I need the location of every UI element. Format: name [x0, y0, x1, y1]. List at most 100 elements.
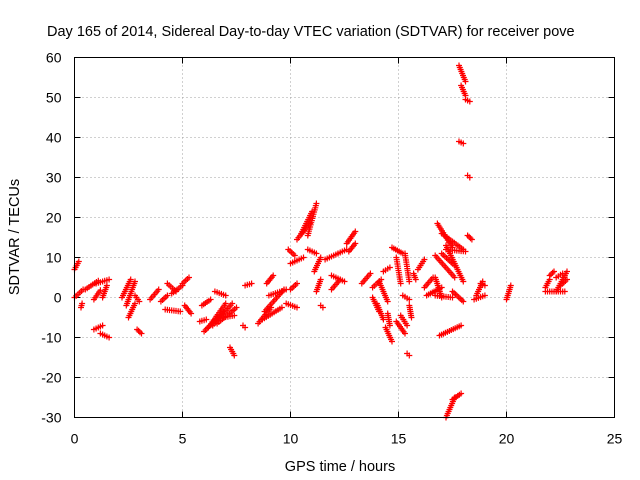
data-point-marker — [136, 298, 143, 305]
data-point-marker — [462, 78, 469, 85]
data-point-marker — [138, 330, 145, 337]
data-point-marker — [458, 322, 465, 329]
data-point-marker — [406, 296, 413, 303]
data-point-marker — [412, 276, 419, 283]
data-point-marker — [481, 292, 488, 299]
data-point-marker — [468, 236, 475, 243]
data-point-marker — [460, 278, 467, 285]
data-point-marker — [155, 286, 162, 293]
data-point-marker — [203, 316, 210, 323]
data-point-marker — [449, 294, 456, 301]
data-point-marker — [207, 296, 214, 303]
data-point-marker — [132, 278, 138, 285]
data-point-marker — [103, 282, 110, 289]
data-point-marker — [229, 300, 236, 307]
data-point-marker — [384, 298, 391, 305]
data-point-marker — [294, 304, 300, 311]
data-point-marker — [406, 278, 413, 285]
y-tick-label: 20 — [46, 210, 62, 226]
data-point-marker — [99, 322, 106, 329]
x-tick-label: 0 — [71, 431, 79, 447]
data-point-marker — [466, 98, 473, 105]
data-point-marker — [79, 300, 86, 307]
y-tick-label: 0 — [54, 290, 62, 306]
data-point-marker — [397, 280, 404, 287]
data-point-marker — [132, 300, 138, 307]
y-tick-label: -10 — [41, 330, 61, 346]
data-point-marker — [551, 268, 557, 275]
data-point-marker — [75, 258, 82, 265]
y-tick-label: 40 — [46, 130, 62, 146]
data-point-marker — [466, 174, 473, 181]
y-axis-label: SDTVAR / TECUs — [7, 179, 23, 295]
data-point-marker — [462, 248, 469, 255]
data-point-marker — [278, 304, 285, 311]
plot-frame — [74, 57, 615, 418]
data-point-marker — [186, 274, 192, 281]
data-point-marker — [300, 254, 307, 261]
data-point-marker — [546, 272, 553, 279]
data-point-marker — [507, 282, 514, 289]
x-axis-label: GPS time / hours — [285, 459, 395, 475]
data-point-marker — [317, 254, 324, 261]
data-point-marker — [313, 250, 320, 257]
data-point-marker — [460, 298, 467, 305]
data-point-marker — [367, 270, 374, 277]
data-point-marker — [127, 276, 134, 283]
data-point-marker — [106, 276, 113, 283]
data-point-marker — [248, 280, 255, 287]
data-point-marker — [231, 312, 238, 319]
data-point-marker — [106, 334, 113, 341]
x-tick-label: 25 — [607, 431, 623, 447]
data-point-marker — [389, 338, 395, 345]
y-tick-label: 30 — [46, 170, 62, 186]
data-point-marker — [177, 308, 184, 315]
x-tick-label: 15 — [391, 431, 407, 447]
data-point-marker — [386, 322, 393, 329]
data-point-marker — [564, 276, 570, 283]
data-point-marker — [222, 292, 229, 299]
tick-layer: 0 5 10 15 20 25 -30 -20 -10 0 10 20 30 40 50 60 — [41, 50, 622, 447]
data-point-marker — [317, 276, 324, 283]
data-point-marker — [386, 264, 393, 271]
x-tick-label: 10 — [283, 431, 299, 447]
chart-title: Day 165 of 2014, Sidereal Day-to-day VTE… — [47, 24, 575, 40]
data-point-marker — [291, 252, 298, 259]
y-tick-label: 60 — [46, 50, 62, 66]
data-point-marker — [294, 280, 300, 287]
data-point-marker — [337, 276, 344, 283]
data-point-marker — [313, 200, 320, 207]
data-point-marker — [404, 322, 411, 329]
data-point-marker — [270, 272, 277, 279]
data-point-marker — [242, 324, 249, 331]
data-point-marker — [164, 292, 171, 299]
grid-layer — [74, 57, 615, 418]
data-point-marker — [421, 256, 428, 263]
data-point-marker — [380, 316, 387, 323]
y-tick-label: 10 — [46, 250, 62, 266]
data-point-marker — [458, 390, 465, 397]
data-point-marker — [451, 274, 458, 281]
data-point-marker — [564, 268, 570, 275]
data-point-marker — [406, 352, 413, 359]
data-points — [71, 62, 570, 421]
data-point-marker — [352, 228, 359, 235]
y-tick-label: -30 — [41, 410, 61, 426]
data-point-marker — [319, 304, 326, 311]
y-tick-label: 50 — [46, 90, 62, 106]
data-point-marker — [352, 240, 359, 247]
data-point-marker — [481, 282, 488, 289]
data-point-marker — [341, 278, 348, 285]
data-point-marker — [233, 304, 240, 311]
x-tick-label: 5 — [179, 431, 187, 447]
data-point-marker — [231, 352, 238, 359]
y-tick-label: -20 — [41, 370, 61, 386]
data-point-marker — [402, 330, 408, 337]
data-point-marker — [460, 140, 467, 147]
data-point-marker — [561, 288, 568, 295]
x-tick-label: 20 — [499, 431, 515, 447]
data-point-marker — [188, 310, 195, 317]
data-point-marker — [222, 300, 229, 307]
data-point-marker — [97, 287, 104, 294]
